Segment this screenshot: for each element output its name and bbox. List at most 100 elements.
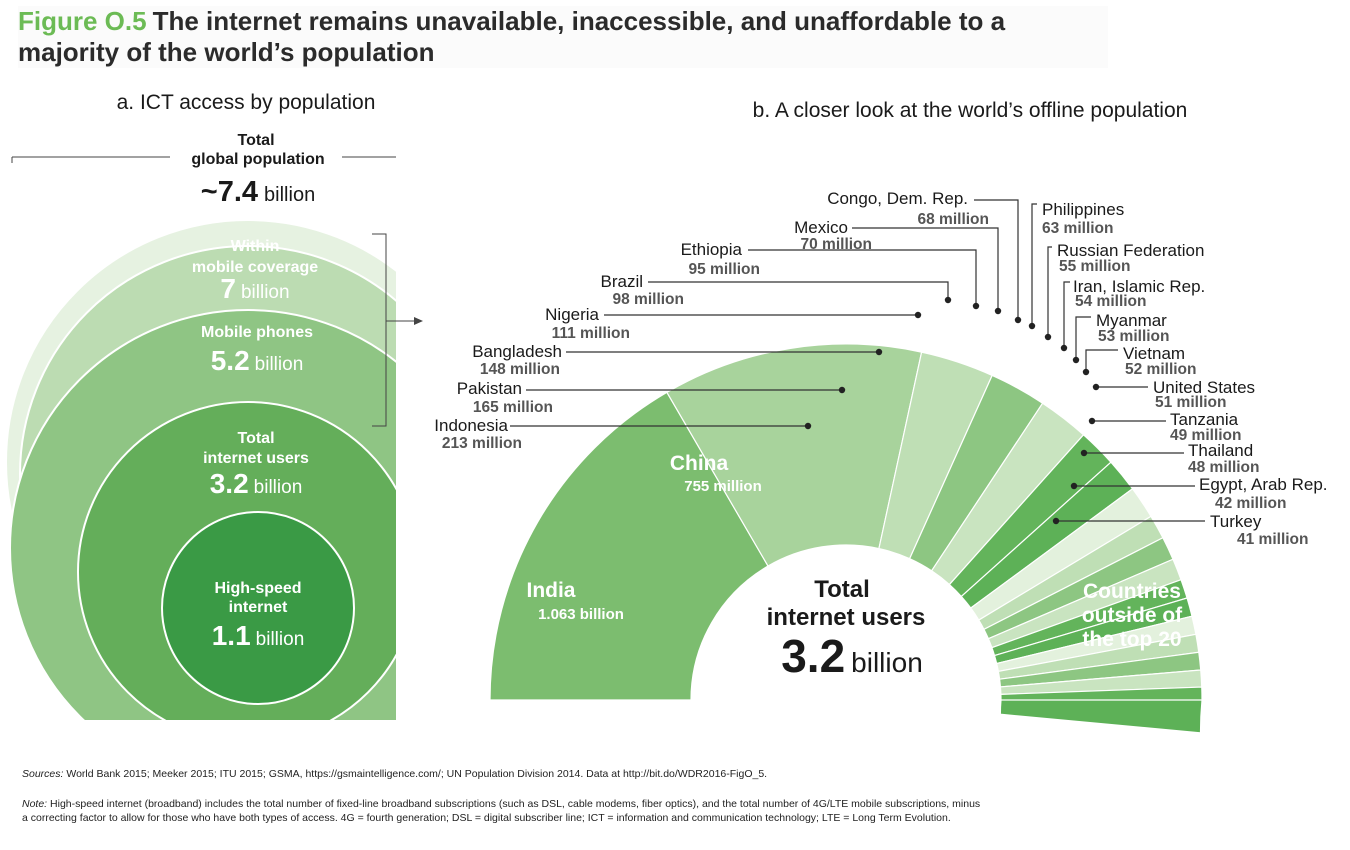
- label-indonesia: Indonesia: [434, 416, 508, 435]
- leader-brazil: [648, 281, 949, 300]
- leader-dot-philippines: [1028, 322, 1036, 330]
- value-iran-islamic-rep: 54 million: [1075, 293, 1147, 310]
- leader-congo-dem-rep: [974, 199, 1019, 320]
- high-speed-internet-value: 1.1 billion: [212, 620, 305, 651]
- value-egypt-arab-rep: 42 million: [1215, 495, 1287, 512]
- offline-population-donut: [489, 343, 1203, 734]
- high-speed-internet-circle: [161, 511, 355, 705]
- leader-dot-ethiopia: [972, 302, 980, 310]
- high-speed-internet-label-line2: internet: [229, 599, 288, 616]
- value-pakistan: 165 million: [473, 399, 553, 416]
- country-leader-lines: [510, 199, 1205, 525]
- label-turkey: Turkey: [1210, 512, 1262, 531]
- leader-dot-brazil: [944, 296, 952, 304]
- center-label-1: Total: [814, 576, 870, 603]
- sources-text: World Bank 2015; Meeker 2015; ITU 2015; …: [63, 768, 768, 780]
- value-turkey: 41 million: [1237, 531, 1309, 548]
- label-vietnam: Vietnam: [1123, 344, 1185, 363]
- panel-b-title: b. A closer look at the world’s offline …: [753, 99, 1188, 122]
- center-label-2: internet users: [767, 604, 926, 631]
- connector-bracket: [372, 233, 387, 427]
- value-vietnam: 52 million: [1125, 361, 1197, 378]
- leader-dot-united-states: [1092, 383, 1100, 391]
- figure-title-text: The internet remains unavailable, inacce…: [18, 6, 1006, 67]
- country-labels: India 1.063 billion China 755 million Indone…: [434, 189, 1327, 623]
- total-population-value: ~7.4 billion: [201, 176, 315, 208]
- leader-dot-congo-dem-rep: [1014, 316, 1022, 324]
- within-mobile-coverage-label-line1: Within: [231, 238, 280, 255]
- value-indonesia: 213 million: [442, 435, 522, 452]
- value-congo-dem-rep: 68 million: [918, 211, 990, 228]
- note-label: Note:: [22, 798, 48, 810]
- label-philippines: Philippines: [1042, 200, 1124, 219]
- within-mobile-coverage-value: 7 billion: [220, 273, 289, 304]
- value-mexico: 70 million: [801, 236, 873, 253]
- center-value: 3.2 billion: [781, 630, 923, 682]
- total-internet-users-value: 3.2 billion: [210, 468, 303, 499]
- within-mobile-coverage-label-line2: mobile coverage: [192, 259, 318, 276]
- sources-label: Sources:: [22, 768, 64, 780]
- value-united-states: 51 million: [1155, 394, 1227, 411]
- total-population-label-1: Total: [237, 132, 274, 149]
- high-speed-internet-label-line1: High-speed: [214, 580, 301, 597]
- leader-philippines: [1031, 203, 1037, 326]
- footnote: Note: High-speed internet (broadband) in…: [22, 797, 982, 825]
- leader-dot-bangladesh: [875, 348, 883, 356]
- rest-of-world-label-2: outside of: [1082, 604, 1183, 627]
- leader-iran-islamic-rep: [1063, 281, 1070, 348]
- ict-access-circles: [5, 219, 396, 720]
- label-myanmar: Myanmar: [1096, 311, 1167, 330]
- value-china: 755 million: [684, 478, 762, 495]
- segment-india: [489, 391, 769, 701]
- label-brazil: Brazil: [600, 272, 643, 291]
- label-iran-islamic-rep: Iran, Islamic Rep.: [1073, 277, 1205, 296]
- leader-dot-thailand: [1080, 449, 1088, 457]
- value-philippines: 63 million: [1042, 220, 1114, 237]
- rest-of-world-label-1: Countries: [1083, 580, 1181, 603]
- figure-chart: a. ICT access by population Total global…: [5, 91, 1328, 734]
- label-nigeria: Nigeria: [545, 305, 599, 324]
- sources-note: Sources: World Bank 2015; Meeker 2015; I…: [22, 767, 982, 781]
- leader-dot-egypt-arab-rep: [1070, 482, 1078, 490]
- label-tanzania: Tanzania: [1170, 410, 1239, 429]
- leader-dot-myanmar: [1072, 356, 1080, 364]
- figure-label: Figure O.5: [18, 6, 147, 36]
- leader-ethiopia: [748, 249, 977, 306]
- leader-dot-nigeria: [914, 311, 922, 319]
- panel-a-title: a. ICT access by population: [117, 91, 376, 114]
- mobile-phones-label-line1: Mobile phones: [201, 324, 313, 341]
- label-pakistan: Pakistan: [457, 379, 522, 398]
- leader-dot-iran-islamic-rep: [1060, 344, 1068, 352]
- leader-dot-tanzania: [1088, 417, 1096, 425]
- leader-dot-russian-federation: [1044, 333, 1052, 341]
- label-mexico: Mexico: [794, 218, 848, 237]
- label-india: India: [526, 579, 575, 602]
- segment-china: [666, 343, 923, 567]
- label-ethiopia: Ethiopia: [681, 240, 743, 259]
- leader-dot-pakistan: [838, 386, 846, 394]
- value-ethiopia: 95 million: [689, 261, 761, 278]
- leader-russian-federation: [1047, 246, 1052, 337]
- figure-title: Figure O.5 The internet remains unavailab…: [18, 6, 1108, 68]
- leader-dot-vietnam: [1082, 368, 1090, 376]
- label-congo-dem-rep: Congo, Dem. Rep.: [827, 189, 968, 208]
- leader-vietnam: [1085, 349, 1118, 372]
- value-russian-federation: 55 million: [1059, 258, 1131, 275]
- total-internet-users-label-line1: Total: [237, 430, 274, 447]
- segment-countries-outside-top-20: [999, 699, 1203, 734]
- leader-dot-indonesia: [804, 422, 812, 430]
- rest-of-world-label-3: the top 20: [1082, 628, 1181, 651]
- value-india: 1.063 billion: [538, 606, 624, 623]
- label-egypt-arab-rep: Egypt, Arab Rep.: [1199, 475, 1328, 494]
- value-bangladesh: 148 million: [480, 361, 560, 378]
- label-thailand: Thailand: [1188, 441, 1253, 460]
- note-text: High-speed internet (broadband) includes…: [22, 798, 981, 824]
- total-population-label-2: global population: [191, 151, 324, 168]
- value-brazil: 98 million: [613, 291, 685, 308]
- value-myanmar: 53 million: [1098, 328, 1170, 345]
- leader-dot-turkey: [1052, 517, 1060, 525]
- leader-mexico: [852, 227, 999, 311]
- label-bangladesh: Bangladesh: [472, 342, 562, 361]
- total-internet-users-label-line2: internet users: [203, 450, 309, 467]
